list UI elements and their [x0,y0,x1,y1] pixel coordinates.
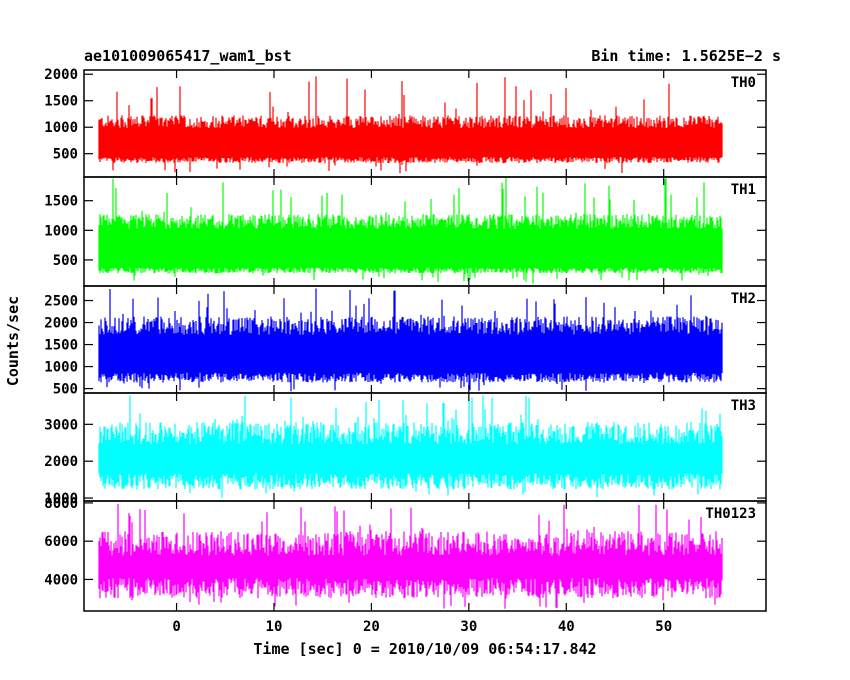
y-tick-label: 500 [53,382,78,398]
panel-frame [83,500,767,612]
series-trace-th1 [98,178,723,284]
x-tick-label: 50 [655,619,672,635]
panel-label-th3: TH3 [731,398,756,414]
x-tick-label: 30 [460,619,477,635]
x-tick-label: 10 [266,619,283,635]
y-tick-label: 1000 [44,491,78,507]
x-tick-label: 40 [558,619,575,635]
y-tick-label: 4000 [44,572,78,588]
panel-th3: 1000 2000 3000 TH3 [44,392,767,507]
y-tick-label: 2000 [44,454,78,470]
panel-label-th2: TH2 [731,291,756,307]
panel-th0: 500 1000 1500 2000 TH0 [44,67,767,178]
panel-th1: 500 1000 1500 TH1 [44,176,767,287]
y-tick-label: 1000 [44,223,78,239]
panel-label-th0: TH0 [731,75,756,91]
panel-label-th0123: TH0123 [705,506,756,522]
y-tick-label: 1000 [44,120,78,136]
y-tick-label: 1000 [44,360,78,376]
y-tick-label: 500 [53,147,78,163]
y-tick-label: 1500 [44,94,78,110]
x-tick-label: 20 [363,619,380,635]
panel-th0123: 4000 6000 8000 TH0123 [44,496,767,612]
y-tick-label: 2500 [44,294,78,310]
series-trace-th2 [98,288,723,392]
y-axis-label: Counts/sec [4,296,22,386]
series-trace-th0 [98,76,723,174]
series-trace-th3 [98,395,723,498]
y-tick-label: 8000 [44,496,78,512]
x-tick-label: 0 [172,619,180,635]
bin-time-label: Bin time: 1.5625E−2 s [591,47,781,65]
y-tick-label: 2000 [44,316,78,332]
y-tick-label: 2000 [44,67,78,83]
y-tick-label: 500 [53,253,78,269]
series-trace-th0123 [98,504,723,609]
y-tick-label: 3000 [44,417,78,433]
file-title: ae101009065417_wam1_bst [84,47,292,65]
y-tick-label: 6000 [44,534,78,550]
x-axis: 0 10 20 30 40 50 [172,619,672,635]
panel-label-th1: TH1 [731,182,756,198]
x-axis-label: Time [sec] 0 = 2010/10/09 06:54:17.842 [253,640,596,658]
y-tick-label: 1500 [44,338,78,354]
y-tick-label: 1500 [44,194,78,210]
